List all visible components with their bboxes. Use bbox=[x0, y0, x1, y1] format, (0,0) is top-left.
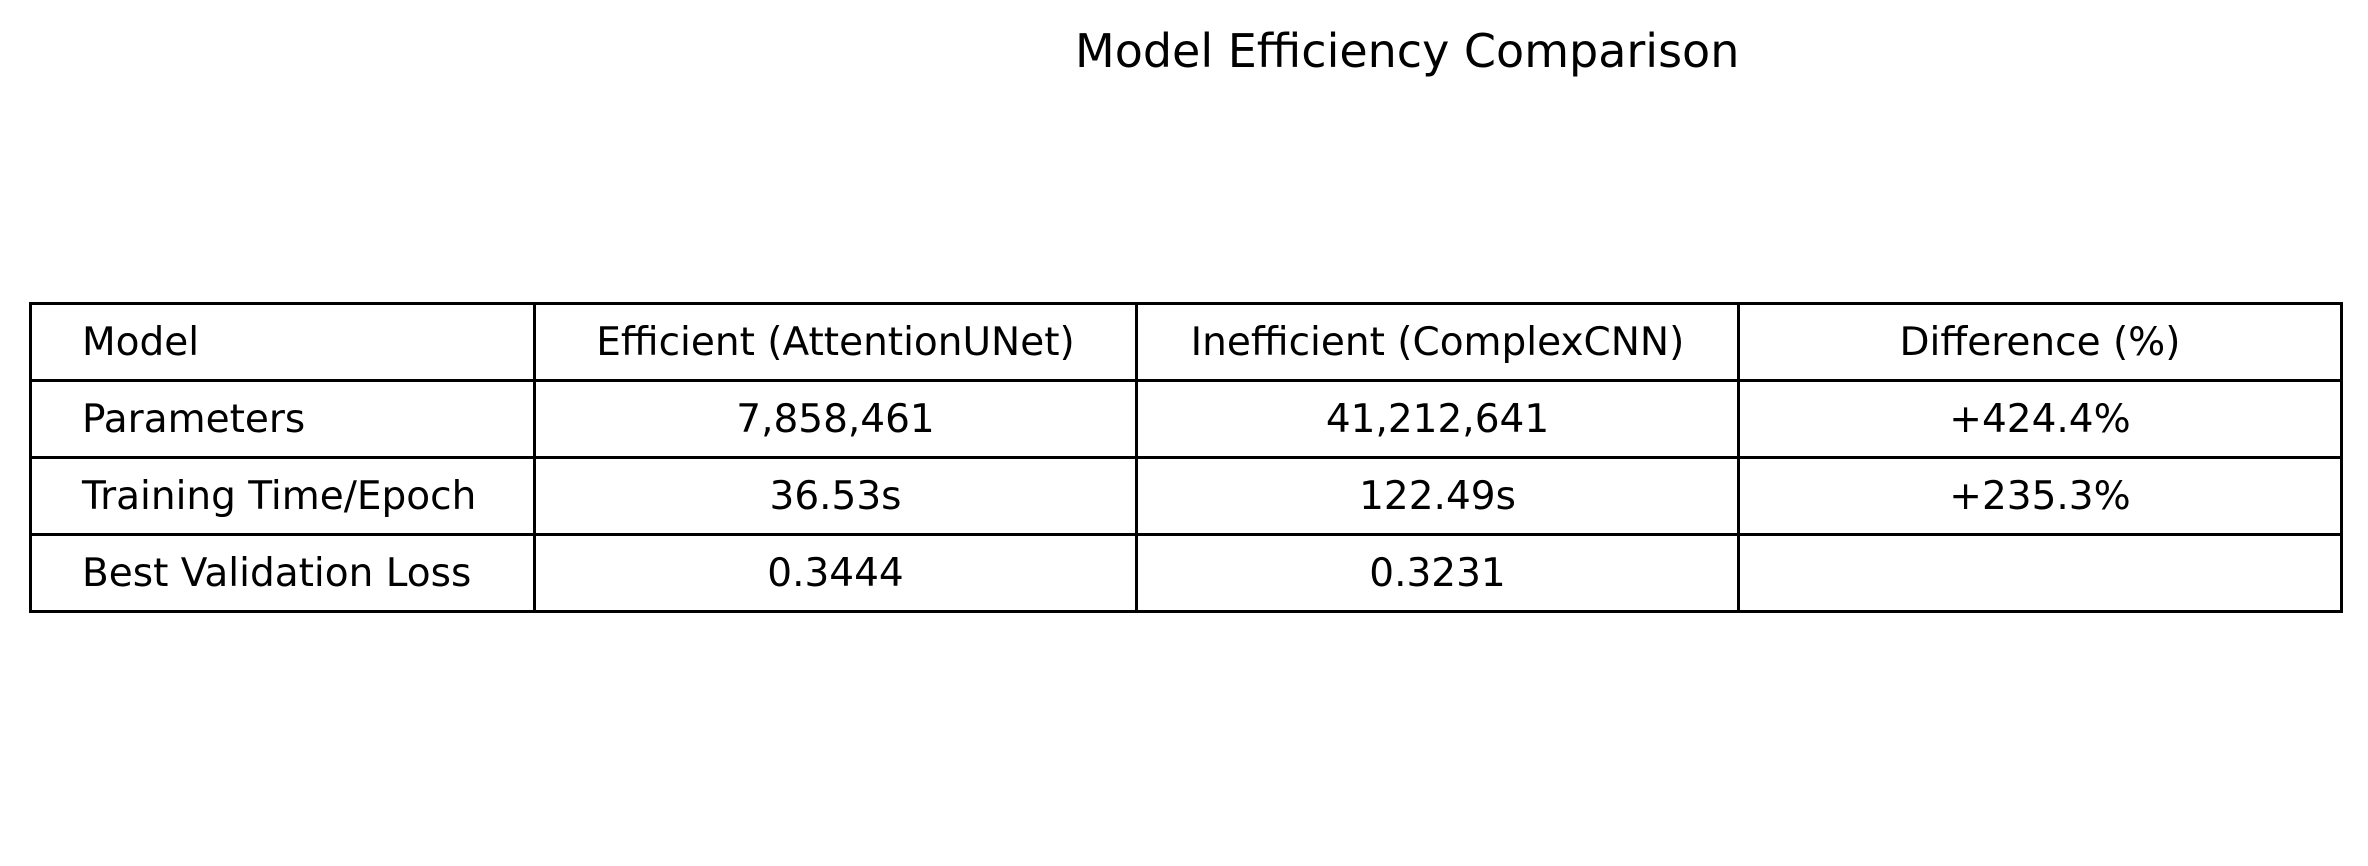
table-cell: 0.3231 bbox=[1135, 533, 1740, 613]
table-cell: +235.3% bbox=[1737, 456, 2343, 536]
row-label-cell: Best Validation Loss bbox=[29, 533, 536, 613]
comparison-table: Model Efficient (AttentionUNet) Ineffici… bbox=[29, 302, 2343, 613]
table-row: Parameters 7,858,461 41,212,641 +424.4% bbox=[29, 379, 2343, 459]
header-cell-difference: Difference (%) bbox=[1737, 302, 2343, 382]
chart-title: Model Efficiency Comparison bbox=[1075, 24, 1740, 78]
header-cell-model: Model bbox=[29, 302, 536, 382]
header-cell-efficient: Efficient (AttentionUNet) bbox=[533, 302, 1138, 382]
table-cell: 7,858,461 bbox=[533, 379, 1138, 459]
table-cell: +424.4% bbox=[1737, 379, 2343, 459]
table-cell: 122.49s bbox=[1135, 456, 1740, 536]
table-cell: 0.3444 bbox=[533, 533, 1138, 613]
table-cell bbox=[1737, 533, 2343, 613]
header-cell-inefficient: Inefficient (ComplexCNN) bbox=[1135, 302, 1740, 382]
table-row: Best Validation Loss 0.3444 0.3231 bbox=[29, 533, 2343, 613]
table-row: Training Time/Epoch 36.53s 122.49s +235.… bbox=[29, 456, 2343, 536]
table-cell: 41,212,641 bbox=[1135, 379, 1740, 459]
table-cell: 36.53s bbox=[533, 456, 1138, 536]
row-label-cell: Training Time/Epoch bbox=[29, 456, 536, 536]
table-header-row: Model Efficient (AttentionUNet) Ineffici… bbox=[29, 302, 2343, 382]
row-label-cell: Parameters bbox=[29, 379, 536, 459]
